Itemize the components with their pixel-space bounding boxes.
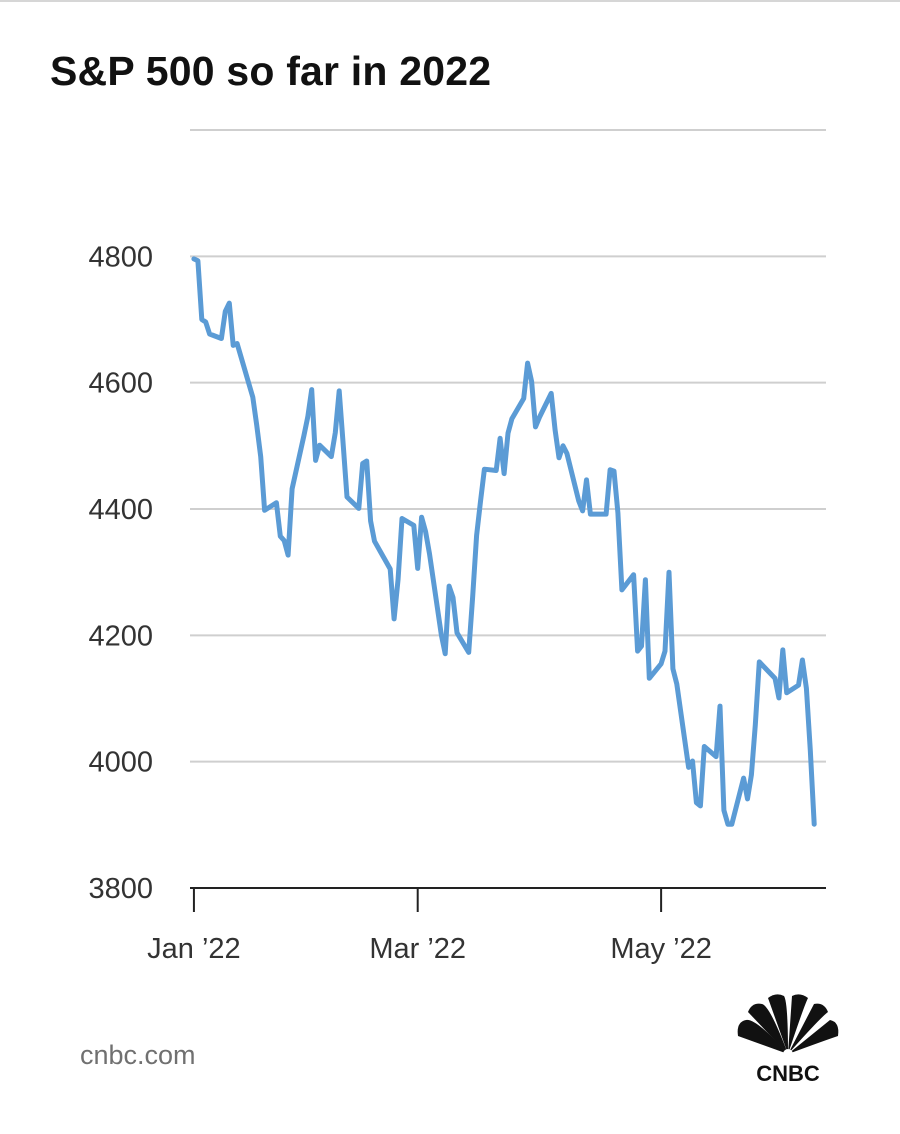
- series-line-0: [191, 256, 817, 827]
- x-ticks: Jan ’22 Mar ’22 May ’22: [147, 888, 712, 965]
- y-tick-label-4400: 4400: [88, 494, 153, 526]
- y-tick-label-3800: 3800: [88, 873, 153, 905]
- chart-title: S&P 500 so far in 2022: [50, 48, 492, 94]
- source-label: cnbc.com: [80, 1040, 196, 1070]
- y-tick-label-4000: 4000: [88, 747, 153, 779]
- y-axis: 3800 4000 4200 4400 4600 4800: [88, 241, 153, 905]
- y-tick-label-4600: 4600: [88, 368, 153, 400]
- x-tick-label-2: May ’22: [610, 933, 712, 965]
- x-tick-label-1: Mar ’22: [369, 933, 466, 965]
- cnbc-peacock-logo: CNBC: [737, 994, 839, 1084]
- top-divider: [0, 0, 900, 2]
- series-group: [191, 256, 817, 827]
- x-tick-label-0: Jan ’22: [147, 933, 241, 965]
- y-tick-label-4200: 4200: [88, 620, 153, 652]
- cnbc-logo-text: CNBC: [756, 1061, 820, 1084]
- y-tick-label-4800: 4800: [88, 241, 153, 273]
